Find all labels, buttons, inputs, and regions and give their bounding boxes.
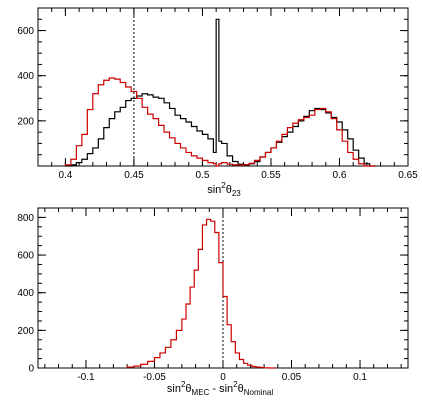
y-tick-label: 800 (17, 213, 34, 224)
x-tick-label: 0.5 (195, 170, 209, 181)
tick-marks (37, 7, 409, 167)
bottom-histogram-panel: -0.1 -0.05 0 0.05 0.1 0 200 400 600 800 sin2θMEC … (17, 207, 409, 397)
x-tick-label: 0.1 (353, 372, 367, 383)
top-histogram-panel: 0.4 0.45 0.5 0.55 0.6 0.65 200 400 600 sin2θ23 (17, 7, 418, 198)
tick-marks (38, 207, 408, 369)
data-series (64, 18, 376, 167)
y-tick-label: 200 (17, 116, 34, 127)
tick-labels: -0.1 -0.05 0 0.05 0.1 0 200 400 600 800 (17, 213, 367, 383)
histogram-series (65, 18, 376, 167)
x-tick-label: 0.6 (333, 170, 347, 181)
tick-labels: 0.4 0.45 0.5 0.55 0.6 0.65 200 400 600 (17, 26, 418, 181)
data-series (126, 218, 276, 369)
y-tick-label: 400 (17, 288, 34, 299)
x-tick-label: -0.05 (143, 372, 166, 383)
y-tick-label: 0 (28, 364, 34, 375)
y-tick-label: 600 (17, 251, 34, 262)
x-axis-title: sin2θ23 (207, 181, 241, 198)
x-tick-label: 0.05 (282, 372, 302, 383)
x-tick-label: 0.45 (124, 170, 144, 181)
y-tick-label: 600 (17, 26, 34, 37)
histogram-series (126, 218, 276, 369)
x-tick-label: 0.4 (58, 170, 72, 181)
plot-frame (37, 7, 409, 167)
x-axis-title: sin2θMEC - sin2θNominal (167, 380, 273, 397)
y-tick-label: 200 (17, 326, 34, 337)
x-tick-label: 0.55 (261, 170, 281, 181)
y-tick-label: 400 (17, 71, 34, 82)
x-tick-label: -0.1 (77, 372, 95, 383)
histogram-series (64, 77, 376, 167)
x-tick-label: 0.65 (398, 170, 418, 181)
x-tick-label: 0 (220, 372, 226, 383)
